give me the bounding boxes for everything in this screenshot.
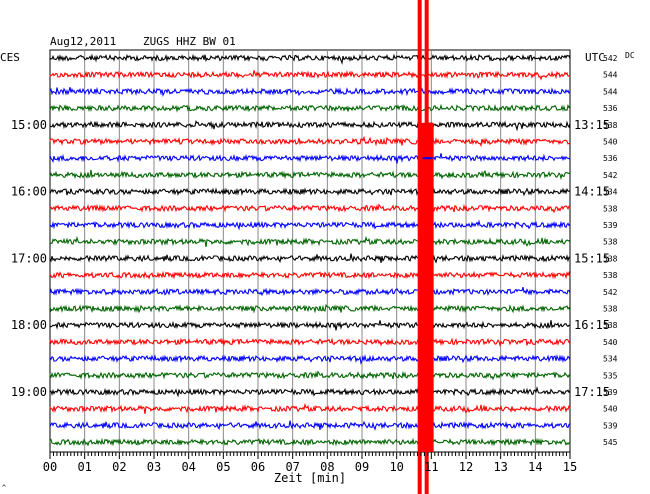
- x-tick-label: 05: [216, 460, 230, 474]
- trace-line: [49, 203, 571, 214]
- x-tick-label: 04: [181, 460, 195, 474]
- x-tick-label: 15: [563, 460, 577, 474]
- trace-line: [49, 303, 571, 315]
- trace-line: [49, 153, 571, 164]
- x-tick-label: 09: [355, 460, 369, 474]
- x-tick-label: 11: [424, 460, 438, 474]
- trace-line: [49, 253, 571, 264]
- dc-value: 544: [603, 71, 618, 80]
- x-tick-label: 03: [147, 460, 161, 474]
- corner-mark: ^: [2, 484, 6, 492]
- dc-value: 538: [603, 321, 618, 330]
- x-tick-label: 10: [389, 460, 403, 474]
- dc-value: 540: [603, 405, 618, 414]
- right-time-label: 14:15: [574, 185, 610, 199]
- dc-value: 540: [603, 138, 618, 147]
- dc-value: 538: [603, 271, 618, 280]
- trace-line: [49, 370, 571, 381]
- x-tick-label: 14: [528, 460, 542, 474]
- dc-value: 542: [603, 171, 618, 180]
- trace-line: [49, 437, 571, 447]
- dc-value: 538: [603, 238, 618, 247]
- left-time-label: 17:00: [11, 251, 47, 265]
- trace-line: [49, 320, 571, 331]
- dc-value: 538: [603, 254, 618, 263]
- x-tick-label: 02: [112, 460, 126, 474]
- event-peak: [417, 132, 434, 145]
- station-label: ZUGS HHZ BW 01: [143, 35, 236, 48]
- left-time-label: 18:00: [11, 318, 47, 332]
- dc-value: 539: [603, 221, 618, 230]
- dc-value: 545: [603, 438, 618, 447]
- trace-line: [49, 386, 571, 398]
- trace-line: [49, 420, 571, 431]
- x-axis-title: Zeit [min]: [274, 471, 346, 485]
- x-tick-label: 08: [320, 460, 334, 474]
- dc-value: 534: [603, 355, 618, 364]
- dc-value: 542: [603, 288, 618, 297]
- trace-line: [49, 169, 571, 181]
- left-zone-label: CES: [0, 51, 20, 64]
- dc-value: 535: [603, 371, 618, 380]
- trace-line: [49, 119, 571, 132]
- dc-value: 536: [603, 104, 618, 113]
- left-time-label: 16:00: [11, 185, 47, 199]
- event-spike: [417, 0, 422, 494]
- dc-value: 544: [603, 87, 618, 96]
- x-tick-label: 06: [251, 460, 265, 474]
- trace-line: [49, 336, 571, 348]
- trace-line: [49, 53, 571, 65]
- right-time-label: 15:15: [574, 251, 610, 265]
- dc-value: 534: [603, 188, 618, 197]
- event-trace-blue: [422, 157, 433, 160]
- trace-line: [49, 103, 571, 113]
- left-time-label: 19:00: [11, 385, 47, 399]
- x-tick-label: 01: [77, 460, 91, 474]
- left-time-label: 15:00: [11, 118, 47, 132]
- trace-line: [49, 286, 571, 297]
- event-spike: [424, 0, 429, 494]
- trace-line: [49, 135, 571, 148]
- dc-value: 542: [603, 54, 618, 63]
- x-tick-label: 00: [43, 460, 57, 474]
- dc-value: 538: [603, 204, 618, 213]
- trace-line: [49, 219, 571, 231]
- dc-value: 540: [603, 338, 618, 347]
- trace-line: [49, 354, 571, 365]
- trace-line: [49, 86, 571, 97]
- x-tick-label: 12: [459, 460, 473, 474]
- dc-value: 536: [603, 154, 618, 163]
- right-time-label: 16:15: [574, 318, 610, 332]
- dc-value: 538: [603, 121, 618, 130]
- dc-header-label: DC: [625, 51, 635, 60]
- trace-line: [49, 402, 571, 414]
- x-tick-label: 13: [493, 460, 507, 474]
- right-zone-label: UTC: [585, 51, 605, 64]
- trace-line: [49, 70, 571, 81]
- right-time-label: 17:15: [574, 385, 610, 399]
- date-label: Aug12,2011: [50, 35, 116, 48]
- dc-value: 538: [603, 305, 618, 314]
- trace-line: [49, 270, 571, 280]
- trace-line: [49, 235, 571, 247]
- dc-value: 539: [603, 421, 618, 430]
- dc-value: 539: [603, 388, 618, 397]
- right-time-label: 13:15: [574, 118, 610, 132]
- trace-line: [49, 187, 571, 198]
- x-tick-label: 07: [285, 460, 299, 474]
